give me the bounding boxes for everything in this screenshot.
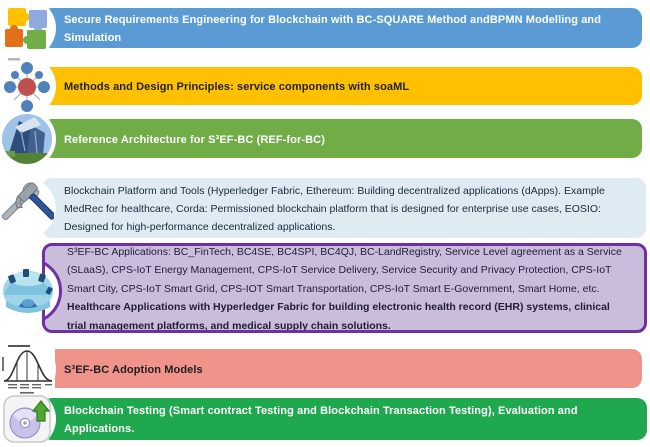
layer-label: Blockchain Platform and Tools (Hyperledg… <box>64 185 605 233</box>
layer-label: S³EF-BC Applications: BC_FinTech, BC4SE,… <box>67 245 622 295</box>
layer-bar-platform-tools: Blockchain Platform and Tools (Hyperledg… <box>42 178 646 238</box>
layer-label-bold: Healthcare Applications with Hyperledger… <box>67 301 610 332</box>
puzzle-pieces-icon <box>1 3 53 60</box>
adoption-curve-icon <box>0 341 56 402</box>
soaml-components-icon <box>4 58 50 121</box>
layer-bar-adoption-models: S³EF-BC Adoption Models <box>42 349 642 388</box>
architecture-photo-icon <box>1 113 53 170</box>
disc-upload-icon <box>3 395 51 447</box>
smart-dome-icon <box>1 257 55 318</box>
layer-label: Reference Architecture for S³EF-BC (REF-… <box>64 133 325 146</box>
layer-label: Methods and Design Principles: service c… <box>64 81 410 93</box>
layer-label: Blockchain Testing (Smart contract Testi… <box>64 405 578 435</box>
layer-label: S³EF-BC Adoption Models <box>64 363 203 376</box>
layer-bar-reference-architecture: Reference Architecture for S³EF-BC (REF-… <box>42 119 642 158</box>
layer-bar-applications: S³EF-BC Applications: BC_FinTech, BC4SE,… <box>42 243 647 333</box>
layer-bar-testing: Blockchain Testing (Smart contract Testi… <box>42 398 647 440</box>
layer-bar-methods: Methods and Design Principles: service c… <box>42 67 642 105</box>
layer-label: Secure Requirements Engineering for Bloc… <box>64 14 602 44</box>
layer-bar-requirements: Secure Requirements Engineering for Bloc… <box>42 8 642 48</box>
tools-icon <box>1 180 56 241</box>
